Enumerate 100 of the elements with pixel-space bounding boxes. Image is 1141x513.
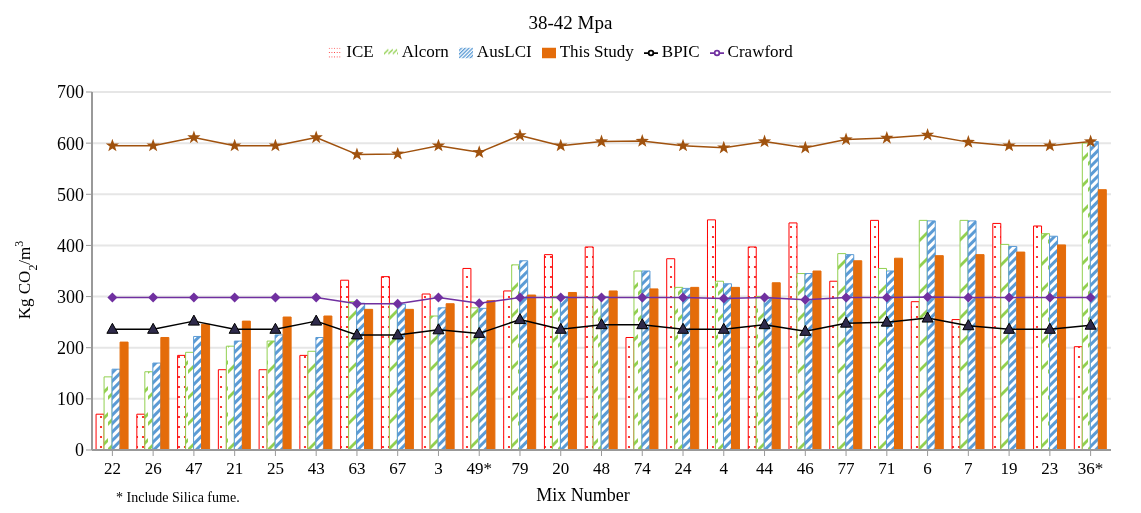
bar — [1057, 244, 1067, 450]
x-tick-label: 22 — [103, 459, 121, 478]
point — [637, 292, 648, 303]
point — [840, 316, 853, 328]
point — [1044, 292, 1055, 303]
legend-label: Alcorn — [401, 42, 449, 61]
bar — [404, 308, 414, 450]
x-tick-label: 47 — [185, 459, 203, 478]
point — [269, 322, 282, 334]
point — [678, 292, 689, 303]
bar — [201, 323, 211, 450]
y-tick-label: 100 — [57, 389, 84, 410]
y-tick-label: 700 — [57, 82, 84, 103]
x-axis-title: Mix Number — [536, 485, 630, 505]
point — [1084, 318, 1097, 330]
bar — [747, 246, 757, 450]
point — [800, 294, 811, 305]
bar — [934, 255, 944, 450]
point — [759, 292, 770, 303]
x-tick-label: 49* — [466, 459, 492, 478]
point — [1002, 138, 1016, 152]
y-tick-label: 600 — [57, 133, 84, 154]
x-tick-label: 77 — [837, 459, 856, 478]
point — [350, 328, 363, 340]
x-tick-label: 43 — [307, 459, 325, 478]
point — [229, 292, 240, 303]
x-tick-label: 23 — [1041, 459, 1059, 478]
bar — [567, 291, 577, 450]
x-tick-label: 46 — [796, 459, 814, 478]
point — [188, 292, 199, 303]
point — [351, 298, 362, 309]
point — [432, 323, 445, 335]
y-tick-label: 300 — [57, 286, 84, 307]
x-tick-label: 63 — [348, 459, 366, 478]
x-tick-label: 36* — [1077, 459, 1104, 478]
bar — [771, 282, 781, 450]
point — [147, 322, 160, 334]
bar — [584, 246, 594, 450]
legend-label: This Study — [559, 42, 634, 61]
point — [880, 131, 894, 144]
point — [105, 138, 120, 152]
point — [228, 322, 241, 334]
x-tick-label: 67 — [389, 459, 407, 478]
point — [1083, 134, 1098, 148]
legend-label: Crawford — [727, 42, 793, 61]
point — [431, 138, 446, 152]
point — [839, 132, 853, 146]
point — [717, 140, 731, 154]
point — [1085, 292, 1096, 303]
point — [841, 292, 852, 303]
point — [472, 145, 486, 159]
point — [391, 328, 404, 340]
point — [718, 293, 729, 304]
bar — [527, 294, 537, 450]
bar — [282, 316, 292, 450]
bar — [853, 260, 863, 450]
bar — [445, 303, 455, 450]
point — [922, 292, 933, 303]
bar — [975, 254, 985, 450]
point — [595, 318, 608, 330]
point — [1043, 322, 1056, 334]
point — [963, 292, 974, 303]
x-tick-label: 26 — [144, 459, 162, 478]
x-tick-label: 44 — [756, 459, 774, 478]
point — [514, 292, 525, 303]
point — [594, 134, 609, 148]
legend-label: AusLCI — [476, 42, 532, 61]
point — [962, 319, 975, 331]
bar — [543, 254, 553, 450]
point — [473, 326, 486, 338]
point — [961, 135, 975, 148]
y-tick-label: 0 — [75, 440, 84, 461]
x-tick-label: 71 — [878, 459, 896, 478]
point — [880, 315, 893, 327]
x-tick-label: 7 — [964, 459, 974, 478]
point — [758, 318, 771, 330]
bar — [730, 286, 740, 450]
x-tick-label: 79 — [511, 459, 529, 478]
point — [921, 311, 934, 323]
point — [554, 322, 567, 334]
point — [596, 292, 607, 303]
point — [555, 292, 566, 303]
point — [799, 324, 812, 336]
point — [391, 146, 405, 160]
point — [309, 130, 323, 144]
bar — [462, 267, 472, 450]
point — [311, 292, 322, 303]
legend-label: BPIC — [661, 42, 700, 61]
bar — [1097, 189, 1107, 450]
point — [677, 322, 690, 334]
bar — [364, 308, 374, 450]
point — [1003, 322, 1016, 334]
point — [554, 138, 568, 152]
point — [474, 298, 485, 309]
x-tick-label: 74 — [633, 459, 652, 478]
x-tick-label: 19 — [1000, 459, 1018, 478]
x-tick-label: 48 — [593, 459, 610, 478]
point — [757, 134, 772, 148]
point — [881, 292, 892, 303]
bar — [323, 315, 333, 450]
